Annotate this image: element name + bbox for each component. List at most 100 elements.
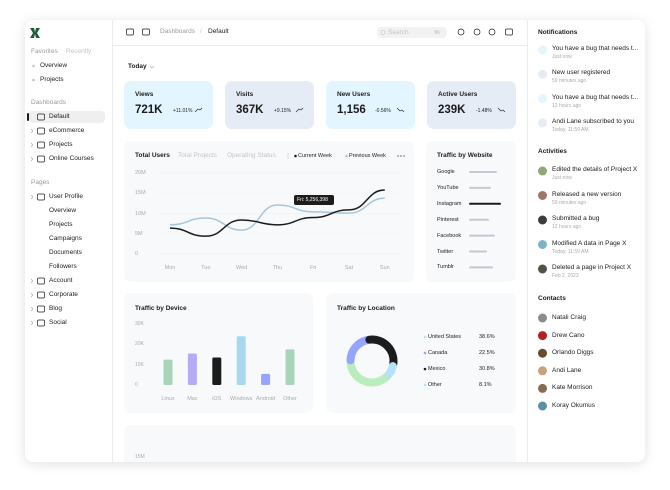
y-tick-label: 15M [135,190,146,197]
y-tick-label: 20K [135,341,144,348]
nav-indicator [27,113,29,121]
nav-item[interactable]: Followers [49,263,77,270]
category-label: Tumblr [437,264,454,271]
breadcrumb: Default [208,28,229,35]
chart-card [124,141,414,282]
x-tick-label: Sun [379,265,390,271]
stat-card [124,81,213,129]
x-tick-label: iOS [212,396,222,402]
panel-title: Notifications [538,29,578,36]
legend-label: Current Week [298,153,332,159]
nav-item[interactable]: Overview [49,207,77,214]
search-box[interactable] [377,27,447,38]
nav-item[interactable]: Online Courses [49,155,94,162]
stat-value: 1,156 [337,104,366,116]
stat-change: +11.01% [173,107,193,114]
nav-item[interactable]: Account [49,277,73,284]
tab[interactable]: Favorites [31,48,58,55]
activity-time: Just now [552,175,572,181]
nav-item[interactable]: User Profile [49,193,83,200]
y-tick-label: 20M [135,170,146,176]
legend-label: Mexico [428,366,446,372]
nav-item[interactable]: Overview [40,62,68,69]
contact-name[interactable]: Kate Morrison [552,384,593,392]
category-label: YouTube [437,184,459,191]
nav-item[interactable]: Projects [49,221,73,228]
contact-name[interactable]: Orlando Diggs [552,349,594,357]
notification-time: Just now [552,54,572,60]
contact-name[interactable]: Andi Lane [552,366,582,374]
nav-item[interactable]: Documents [49,249,82,256]
stat-change: -0.56% [375,107,391,114]
notification-time: Today, 11:59 AM [552,126,589,133]
activity-time: Today, 11:59 AM [552,248,589,255]
chart-tab[interactable]: Total Projects [178,152,218,159]
panel-title: Contacts [538,295,566,302]
legend-label: Canada [428,350,448,356]
value-label: 8.1% [479,382,492,388]
notification-text[interactable]: New user registered [552,69,611,77]
activity-text[interactable]: Modified A data in Page X [552,239,627,247]
chart-title: Traffic by Website [437,152,493,159]
legend-label: Previous Week [349,153,386,159]
chart-title[interactable]: Total Users [135,152,170,159]
stat-change: -1.48% [476,107,492,114]
chart-card [426,141,516,282]
activity-text[interactable]: Released a new version [552,190,622,198]
sidebar-border [112,20,113,462]
search-placeholder: Search [388,28,409,36]
x-tick-label: Android [256,396,276,402]
nav-item[interactable]: Campaigns [49,235,82,242]
nav-item[interactable]: eCommerce [49,127,85,134]
notification-text[interactable]: Andi Lane subscribed to you [552,117,635,125]
y-tick-label: 15M [135,454,145,460]
chart-title: Traffic by Device [135,305,187,312]
breadcrumb[interactable]: Dashboards [160,28,196,35]
activity-text[interactable]: Submitted a bug [552,215,600,222]
stat-value: 367K [236,104,264,116]
shortcut: ⌘/ [434,29,441,36]
x-tick-label: Wed [235,265,248,271]
chart-tab[interactable]: Operating Status [227,152,276,159]
notification-text[interactable]: You have a bug that needs t... [552,93,639,101]
period-select[interactable]: Today [128,63,147,70]
chart-card [124,293,313,413]
chart-title: Traffic by Location [337,305,395,312]
x-tick-label: Tue [201,265,211,271]
x-tick-label: Mon [164,265,176,271]
tooltip-text: Fri: 5,256,398 [297,197,328,203]
value-label: 38.6% [479,334,495,340]
y-tick-label: 10M [135,210,146,217]
nav-item[interactable]: Default [49,113,70,120]
contact-name[interactable]: Koray Okumus [552,402,595,409]
notification-text[interactable]: You have a bug that needs t... [552,45,639,52]
nav-item[interactable]: Projects [40,76,64,83]
stat-card [225,81,314,129]
stat-card [326,81,415,129]
nav-item[interactable]: Blog [49,305,63,312]
contact-name[interactable]: Natali Craig [552,314,586,321]
value-label: 22.5% [479,350,495,356]
activity-time: Feb 2, 2023 [552,273,579,279]
activity-text[interactable]: Edited the details of Project X [552,166,638,173]
x-tick-label: Fri [309,265,317,271]
activity-text[interactable]: Deleted a page in Project X [552,264,632,271]
category-label: Twitter [437,248,454,255]
x-tick-label: Sat [344,265,354,271]
nav-item[interactable]: Corporate [49,291,78,298]
x-tick-label: Windows [230,396,253,402]
stat-value: 721K [135,104,163,116]
nav-item[interactable]: Social [49,319,67,326]
stat-label: Views [135,91,154,98]
category-label: Google [437,169,455,175]
topbar-border [113,45,527,46]
tab[interactable]: Recently [66,48,92,55]
nav-item[interactable]: Projects [49,141,73,148]
chart-card [124,425,516,462]
x-tick-label: Other [283,396,297,402]
nav-active [28,111,105,123]
activity-time: 12 hours ago [552,224,582,230]
contact-name[interactable]: Drew Cano [552,331,585,339]
y-tick-label: 0 [135,251,139,257]
